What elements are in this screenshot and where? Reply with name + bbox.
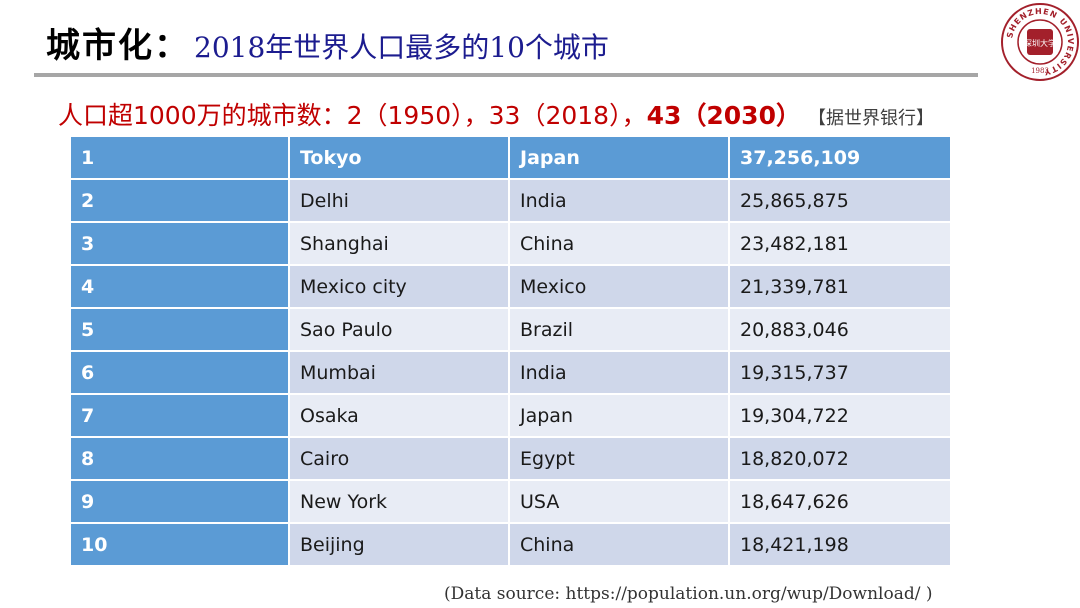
rank-cell: 1 <box>71 137 290 180</box>
city-cell: Shanghai <box>290 223 510 266</box>
country-cell: China <box>510 524 730 567</box>
country-cell: Japan <box>510 395 730 438</box>
city-cell: New York <box>290 481 510 524</box>
city-cell: Beijing <box>290 524 510 567</box>
table-row: 6 Mumbai India 19,315,737 <box>71 352 950 395</box>
title-divider <box>34 73 978 77</box>
country-cell: India <box>510 352 730 395</box>
subtitle-source-note: 【据世界银行】 <box>816 108 934 129</box>
rank-cell: 8 <box>71 438 290 481</box>
country-cell: China <box>510 223 730 266</box>
rank-cell: 2 <box>71 180 290 223</box>
subtitle-highlight: 43（2030） <box>646 101 801 130</box>
population-cell: 19,315,737 <box>730 352 950 395</box>
city-cell: Mexico city <box>290 266 510 309</box>
university-logo: SHENZHEN UNIVERSITY 深圳大学 1983 <box>1000 2 1080 82</box>
population-cell: 18,820,072 <box>730 438 950 481</box>
country-cell: Mexico <box>510 266 730 309</box>
city-cell: Cairo <box>290 438 510 481</box>
table-row: 10 Beijing China 18,421,198 <box>71 524 950 567</box>
rank-cell: 4 <box>71 266 290 309</box>
population-cell: 37,256,109 <box>730 137 950 180</box>
city-cell: Delhi <box>290 180 510 223</box>
population-cell: 25,865,875 <box>730 180 950 223</box>
subtitle-prefix: 人口超1000万的城市数：2（1950），33（2018）， <box>58 101 647 130</box>
rank-cell: 9 <box>71 481 290 524</box>
population-cell: 21,339,781 <box>730 266 950 309</box>
country-cell: Brazil <box>510 309 730 352</box>
table-row: 7 Osaka Japan 19,304,722 <box>71 395 950 438</box>
city-cell: Mumbai <box>290 352 510 395</box>
rank-cell: 7 <box>71 395 290 438</box>
rank-cell: 5 <box>71 309 290 352</box>
slide-title: 城市化： 2018年世界人口最多的10个城市 <box>46 18 609 67</box>
city-cell: Osaka <box>290 395 510 438</box>
rank-cell: 6 <box>71 352 290 395</box>
data-source: (Data source: https://population.un.org/… <box>444 584 933 604</box>
country-cell: Japan <box>510 137 730 180</box>
rank-cell: 10 <box>71 524 290 567</box>
table-row: 5 Sao Paulo Brazil 20,883,046 <box>71 309 950 352</box>
table-row: 8 Cairo Egypt 18,820,072 <box>71 438 950 481</box>
population-cell: 23,482,181 <box>730 223 950 266</box>
population-cell: 19,304,722 <box>730 395 950 438</box>
title-main: 城市化： <box>46 26 190 66</box>
table-row: 3 Shanghai China 23,482,181 <box>71 223 950 266</box>
country-cell: USA <box>510 481 730 524</box>
country-cell: Egypt <box>510 438 730 481</box>
table-row: 4 Mexico city Mexico 21,339,781 <box>71 266 950 309</box>
table-row: 1 Tokyo Japan 37,256,109 <box>71 137 950 180</box>
title-sub: 2018年世界人口最多的10个城市 <box>194 31 609 64</box>
logo-seal-text: 深圳大学 <box>1024 38 1056 48</box>
population-cell: 20,883,046 <box>730 309 950 352</box>
population-cell: 18,421,198 <box>730 524 950 567</box>
city-cell: Sao Paulo <box>290 309 510 352</box>
rank-cell: 3 <box>71 223 290 266</box>
table-row: 9 New York USA 18,647,626 <box>71 481 950 524</box>
population-table: 1 Tokyo Japan 37,256,109 2 Delhi India 25,865,8… <box>71 137 950 567</box>
country-cell: India <box>510 180 730 223</box>
table-row: 2 Delhi India 25,865,875 <box>71 180 950 223</box>
subtitle: 人口超1000万的城市数：2（1950），33（2018），43（2030） 【据… <box>58 96 934 132</box>
city-cell: Tokyo <box>290 137 510 180</box>
population-cell: 18,647,626 <box>730 481 950 524</box>
logo-year: 1983 <box>1031 67 1049 75</box>
